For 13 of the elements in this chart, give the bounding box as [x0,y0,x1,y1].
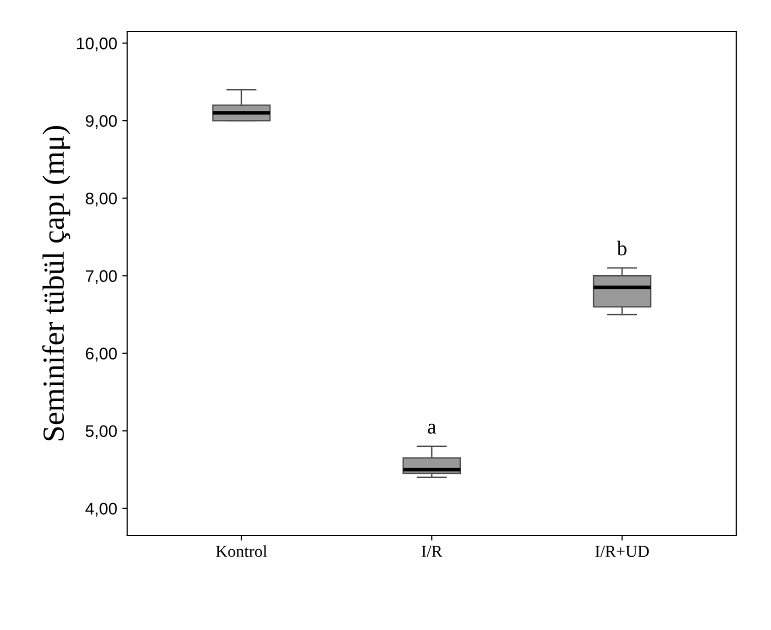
x-tick-label: I/R [422,546,442,557]
y-tick-label: 6,00 [86,348,117,362]
annotation: a [428,424,436,434]
y-tick-label: 9,00 [86,115,117,129]
annotation: b [616,240,627,256]
y-axis-title: Seminifer tübül çapı (mμ) [42,126,70,440]
y-tick-label: 10,00 [77,38,117,52]
y-tick-label: 5,00 [86,425,117,439]
x-tick-label: Kontrol [216,545,268,557]
y-tick-label: 7,00 [86,270,117,284]
y-tick-label: 8,00 [86,192,117,206]
y-tick-label: 4,00 [85,502,117,517]
x-tick-label: I/R+UD [595,546,649,557]
